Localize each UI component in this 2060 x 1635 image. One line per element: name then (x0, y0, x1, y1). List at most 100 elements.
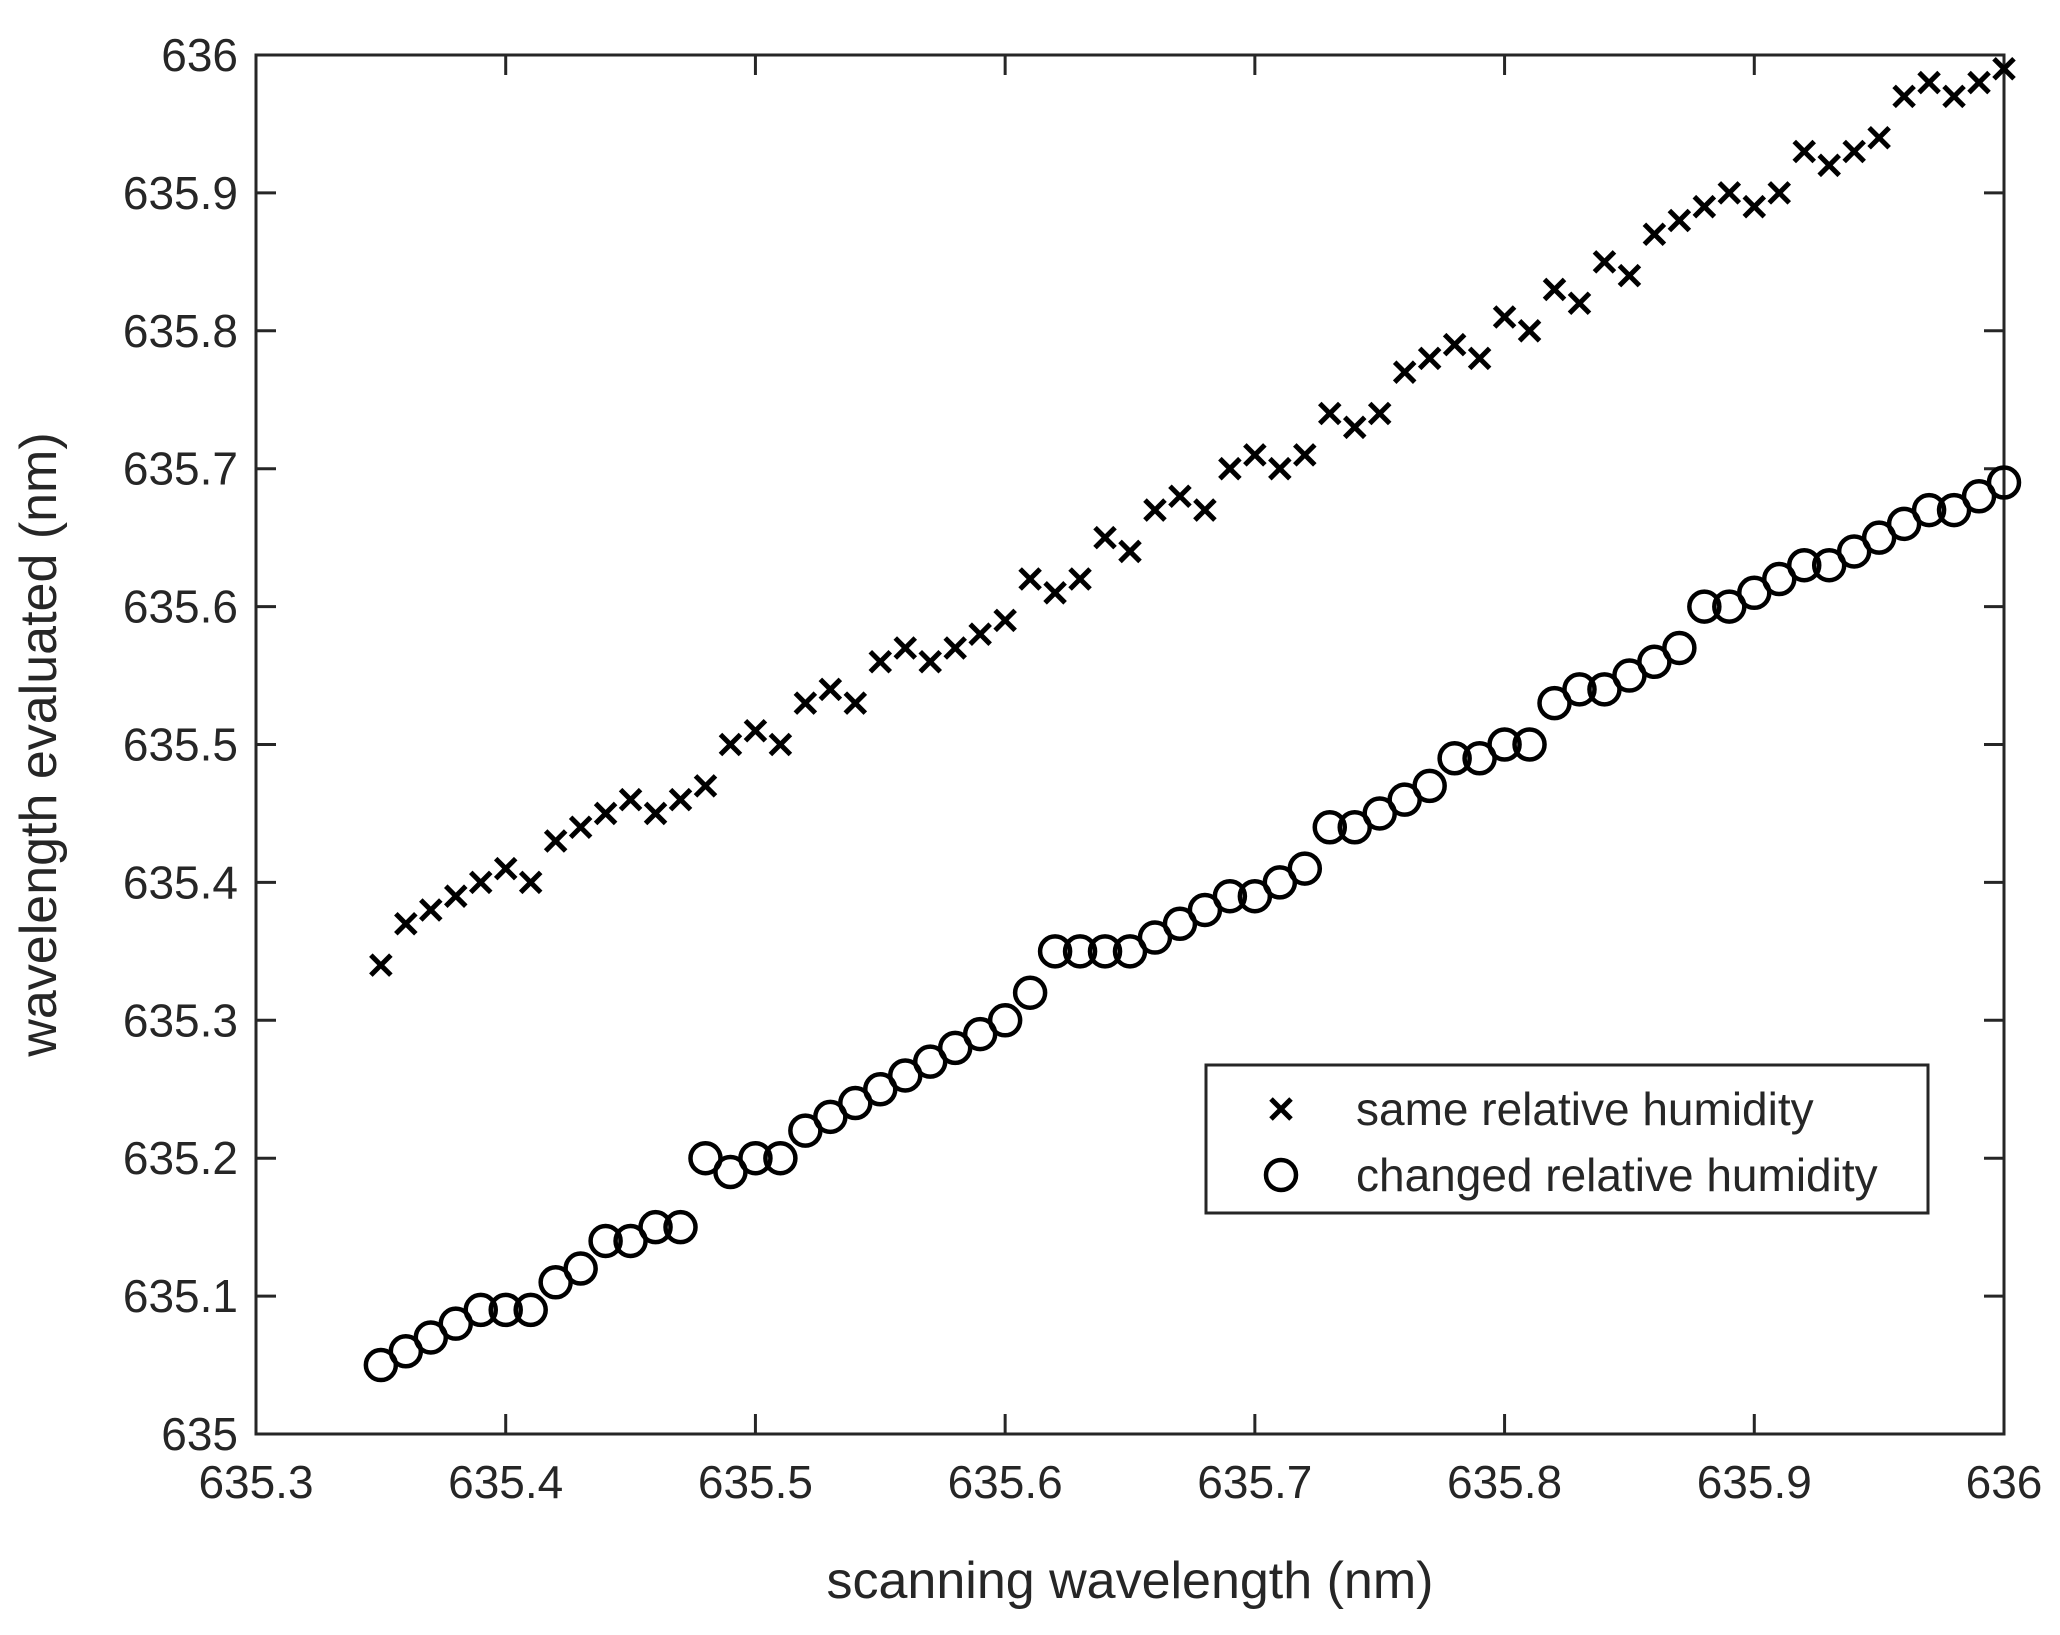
x-marker-stroke (1592, 250, 1617, 274)
x-marker-stroke (1018, 567, 1042, 591)
data-point-x (1767, 181, 1792, 205)
y-tick-label: 635.9 (123, 167, 238, 219)
x-marker-stroke (1268, 456, 1292, 481)
x-marker-stroke (1692, 194, 1717, 219)
data-point-o (1786, 547, 1822, 583)
data-point-o (1412, 768, 1447, 804)
x-marker-stroke (1367, 401, 1392, 426)
x-marker-stroke (1193, 498, 1217, 522)
data-point-x (1517, 319, 1542, 343)
x-tick-label: 636 (1966, 1456, 2043, 1508)
data-point-x (1218, 456, 1242, 481)
x-marker-stroke (1942, 84, 1966, 109)
x-marker-stroke (968, 622, 992, 646)
data-point-x (693, 774, 718, 798)
x-marker-stroke (743, 718, 768, 743)
data-point-x (1492, 305, 1517, 329)
x-marker-stroke (1742, 194, 1767, 219)
data-point-x (1842, 139, 1866, 164)
x-marker-stroke (1143, 498, 1167, 522)
x-marker-stroke (843, 691, 868, 715)
x-marker-stroke (818, 677, 843, 702)
data-point-x (768, 732, 793, 757)
data-point-x (1617, 263, 1642, 288)
data-point-o (513, 1292, 548, 1328)
x-marker-stroke (693, 774, 718, 798)
data-point-o (663, 1209, 698, 1245)
data-point-o (987, 1003, 1023, 1038)
data-point-x (1967, 70, 1991, 95)
data-point-x (618, 787, 643, 812)
data-point-x (568, 815, 593, 840)
data-point-o (763, 1140, 798, 1176)
data-point-x (818, 677, 843, 702)
data-point-x (1992, 57, 2016, 81)
data-point-x (493, 856, 518, 881)
data-point-o (488, 1292, 523, 1328)
x-marker-stroke (618, 787, 643, 812)
data-point-x (1367, 401, 1392, 426)
data-point-x (1293, 443, 1317, 467)
data-point-x (1018, 567, 1042, 591)
data-point-x (793, 691, 818, 715)
y-tick-label: 635.5 (123, 719, 238, 771)
x-tick-label: 635.7 (1197, 1456, 1312, 1508)
data-point-x (868, 649, 893, 674)
data-point-x (1068, 567, 1092, 591)
data-point-x (843, 691, 868, 715)
y-tick-label: 635.1 (123, 1270, 238, 1322)
x-tick-label: 635.4 (448, 1456, 563, 1508)
x-marker-stroke (1717, 181, 1742, 205)
data-point-x (394, 912, 418, 936)
data-point-x (1342, 415, 1367, 440)
legend-label: changed relative humidity (1356, 1149, 1878, 1201)
plot-area-frame (254, 53, 2006, 1436)
legend-label: same relative humidity (1356, 1083, 1814, 1135)
x-marker-stroke (518, 870, 543, 895)
x-marker-stroke (593, 801, 618, 826)
x-marker-stroke (993, 608, 1017, 633)
data-point-x (1243, 443, 1267, 467)
x-marker-stroke (1567, 291, 1592, 315)
x-marker-stroke (394, 912, 418, 936)
data-point-o (588, 1223, 623, 1259)
x-tick-label: 635.9 (1697, 1456, 1812, 1508)
data-point-o (1437, 741, 1472, 776)
series-same-humidity (369, 57, 2016, 977)
legend-marker-o (1263, 1157, 1299, 1193)
data-point-o (1287, 851, 1323, 886)
data-point-x (1667, 208, 1692, 233)
x-marker-stroke (768, 732, 793, 757)
data-point-o (1062, 934, 1098, 969)
data-point-x (993, 608, 1017, 633)
x-marker-stroke (668, 787, 693, 812)
y-tick-label: 635 (161, 1408, 238, 1460)
x-marker-stroke (1542, 277, 1567, 302)
data-point-o (1687, 589, 1722, 624)
data-point-x (1168, 484, 1192, 509)
y-tick-label: 635.8 (123, 305, 238, 357)
y-tick-label: 635.6 (123, 581, 238, 633)
data-point-x (1318, 401, 1342, 426)
data-point-x (1193, 498, 1217, 522)
x-marker-stroke (1817, 153, 1841, 178)
x-marker-stroke (893, 636, 918, 660)
data-point-x (1717, 181, 1742, 205)
x-marker-stroke (1392, 360, 1417, 384)
data-point-x (1043, 581, 1067, 605)
data-point-x (369, 953, 393, 977)
y-axis-label: wavelength evaluated (nm) (10, 432, 68, 1057)
data-point-x (1268, 456, 1292, 481)
data-point-o (1087, 934, 1123, 969)
x-marker-stroke (918, 649, 942, 674)
data-point-x (968, 622, 992, 646)
x-tick-label: 635.5 (698, 1456, 813, 1508)
data-point-x (1867, 125, 1891, 150)
x-marker-stroke (444, 884, 468, 908)
x-marker-stroke (1892, 84, 1916, 109)
data-point-x (718, 732, 743, 757)
x-marker-stroke (1168, 484, 1192, 509)
data-point-o (1662, 630, 1697, 666)
x-marker-stroke (493, 856, 518, 881)
